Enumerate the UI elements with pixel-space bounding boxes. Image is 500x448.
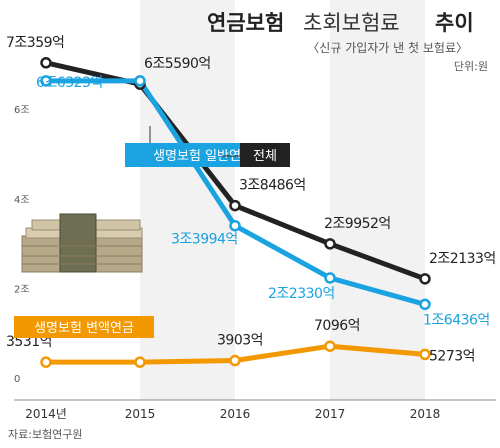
legend-label-general: 생명보험 일반연금: [153, 149, 253, 164]
data-label: 3조8486억: [239, 178, 306, 194]
y-tick-label: 4조: [14, 195, 30, 206]
unit-label: 단위:원: [454, 60, 488, 73]
data-point: [419, 348, 431, 361]
legend-label-variable: 생명보험 변액연금: [34, 321, 134, 336]
source-note: 자료:보험연구원: [8, 428, 83, 441]
data-point: [229, 219, 241, 232]
band-2017: [330, 0, 425, 400]
data-point: [229, 199, 241, 212]
data-point: [324, 272, 336, 284]
data-label: 7096억: [314, 318, 360, 334]
y-tick-label: 2조: [14, 284, 30, 295]
data-label: 5273억: [429, 348, 475, 364]
chart-title-middle: 초회보험료: [303, 11, 400, 35]
x-tick-label: 2017: [315, 407, 346, 421]
legend-badge-total: 전체: [222, 143, 290, 167]
data-point: [40, 75, 52, 87]
data-point: [324, 340, 336, 352]
data-point: [324, 238, 336, 250]
data-point: [134, 356, 146, 368]
data-point: [229, 354, 241, 367]
data-point: [419, 298, 431, 311]
x-tick-label: 2018: [410, 407, 441, 421]
data-label: 7조359억: [6, 35, 64, 51]
data-label: 6조6323억: [36, 75, 103, 91]
data-label: 3531억: [6, 334, 52, 350]
legend-badge-variable: 생명보험 변액연금: [14, 316, 154, 338]
x-tick-label: 2015: [125, 407, 156, 421]
data-label: 2조9952억: [324, 216, 391, 232]
x-tick-label: 2014년: [25, 407, 67, 421]
chart-subtitle: 〈신규 가입자가 낸 첫 보험료〉: [307, 41, 468, 55]
chart-title-end: 추이: [435, 11, 474, 35]
x-tick-label: 2016: [220, 407, 251, 421]
legend-label-total: 전체: [253, 149, 277, 164]
y-tick-label: 6조: [14, 105, 30, 116]
data-label: 3903억: [217, 333, 263, 349]
data-label: 1조6436억: [423, 312, 490, 328]
chart-title-main: 연금보험: [207, 11, 284, 35]
data-label: 2조2133억: [429, 251, 496, 267]
data-label: 2조2330억: [268, 286, 335, 302]
data-label: 6조5590억: [144, 56, 211, 72]
data-point: [40, 57, 52, 69]
money-stack-illustration: [21, 213, 143, 273]
data-point: [40, 356, 52, 368]
data-point: [134, 75, 146, 87]
data-label: 3조3994억: [171, 232, 238, 248]
data-point: [419, 273, 431, 285]
y-tick-label: 0: [14, 374, 20, 385]
